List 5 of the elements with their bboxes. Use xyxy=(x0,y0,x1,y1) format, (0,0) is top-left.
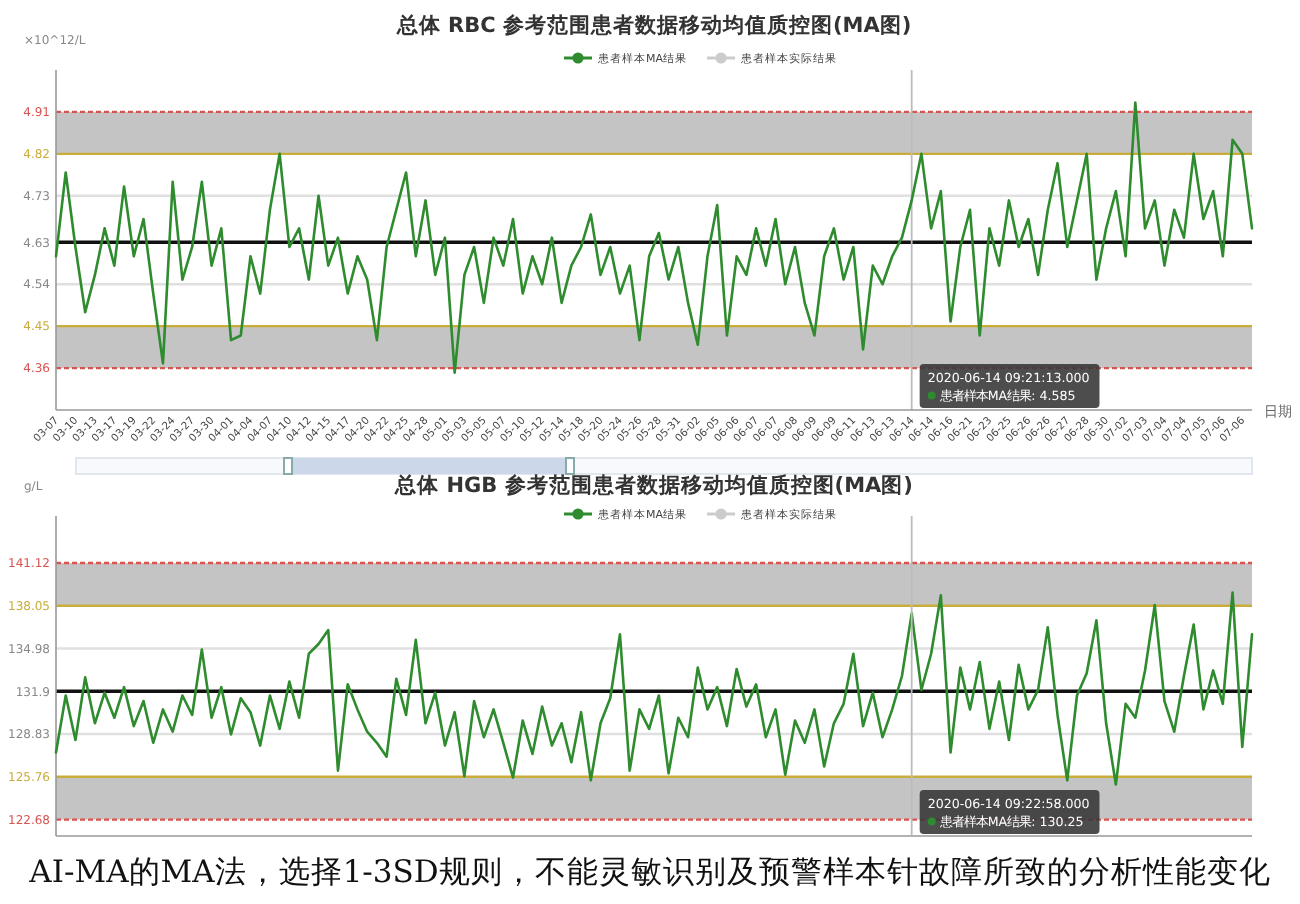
text: AI-MA的MA法，选择1-3SD规则，不能灵敏识别及预警样本针故障所致的分析性能变化 xyxy=(27,854,1271,890)
line-series xyxy=(54,591,1254,786)
line-series xyxy=(54,101,1254,375)
chart-title: 总体 HGB 参考范围患者数据移动均值质控图(MA图) xyxy=(393,472,913,498)
chart-title: 总体 RBC 参考范围患者数据移动均值质控图(MA图) xyxy=(394,12,912,38)
